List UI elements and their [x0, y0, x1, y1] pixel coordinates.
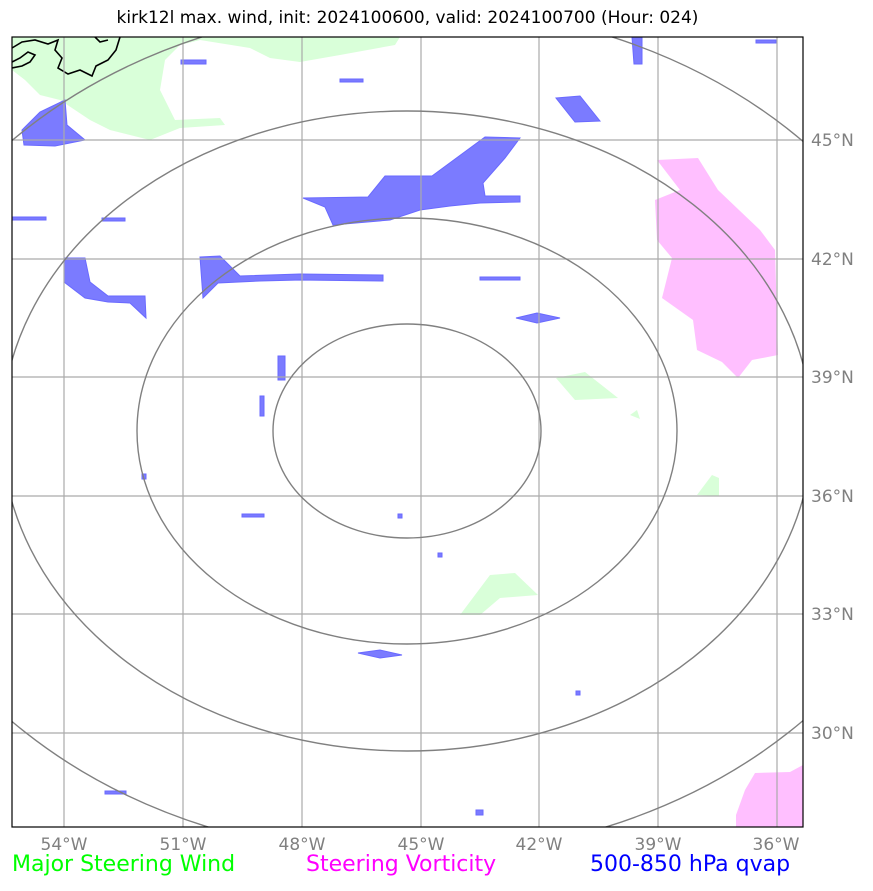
qvap-area — [397, 513, 403, 519]
lat-tick-labels: 45°N 42°N 39°N 36°N 33°N 30°N — [811, 131, 854, 744]
vorticity-area — [655, 158, 778, 378]
qvap-area — [575, 690, 581, 696]
coastline — [12, 37, 121, 78]
range-rings — [12, 37, 803, 827]
qvap-area — [515, 312, 561, 324]
steering-wind-areas — [12, 37, 719, 615]
lon-tick-labels: 54°W 51°W 48°W 45°W 42°W 39°W 36°W — [41, 835, 800, 855]
qvap-area — [475, 809, 484, 816]
qvap-area — [357, 649, 403, 659]
qvap-area — [479, 276, 521, 281]
qvap-area — [339, 78, 364, 83]
lat-tick-label: 42°N — [811, 250, 854, 270]
steering-wind-area — [556, 372, 618, 400]
qvap-area — [555, 95, 602, 123]
qvap-area — [63, 257, 147, 320]
qvap-area — [199, 255, 384, 300]
steering-wind-area — [12, 37, 400, 140]
legend-steering-vorticity: Steering Vorticity — [306, 852, 497, 877]
qvap-area — [277, 355, 286, 381]
vorticity-area — [736, 765, 803, 827]
lat-tick-label: 45°N — [811, 131, 854, 151]
lat-tick-label: 39°N — [811, 368, 854, 388]
map-frame — [11, 36, 804, 828]
qvap-area — [302, 136, 521, 226]
lat-tick-label: 36°N — [811, 487, 854, 507]
qvap-area — [755, 39, 777, 44]
qvap-area — [101, 217, 126, 222]
qvap-area — [631, 37, 643, 65]
qvap-area — [259, 395, 265, 417]
lon-tick-label: 54°W — [41, 835, 88, 855]
lat-tick-label: 30°N — [811, 724, 854, 744]
range-ring — [136, 217, 678, 645]
lon-tick-label: 39°W — [635, 835, 682, 855]
qvap-area — [21, 99, 87, 147]
lon-tick-label: 42°W — [516, 835, 563, 855]
qvap-area — [437, 552, 443, 558]
qvap-areas — [12, 37, 777, 816]
qvap-area — [241, 513, 265, 518]
steering-wind-area — [630, 410, 640, 419]
lon-tick-label: 45°W — [398, 835, 445, 855]
range-ring — [12, 110, 803, 752]
legend-steering-wind: Major Steering Wind — [12, 852, 236, 877]
graticule — [12, 37, 803, 827]
steering-wind-area — [460, 573, 538, 615]
qvap-area — [180, 59, 207, 65]
steering-wind-area — [697, 475, 719, 496]
lon-tick-label: 51°W — [160, 835, 207, 855]
qvap-area — [12, 216, 47, 221]
range-ring — [272, 323, 542, 539]
legend-qvap: 500-850 hPa qvap — [590, 852, 791, 877]
map-title: kirk12l max. wind, init: 2024100600, val… — [116, 8, 699, 28]
lon-tick-label: 48°W — [279, 835, 326, 855]
vorticity-areas — [655, 158, 803, 827]
lat-tick-label: 33°N — [811, 605, 854, 625]
lon-tick-label: 36°W — [753, 835, 800, 855]
